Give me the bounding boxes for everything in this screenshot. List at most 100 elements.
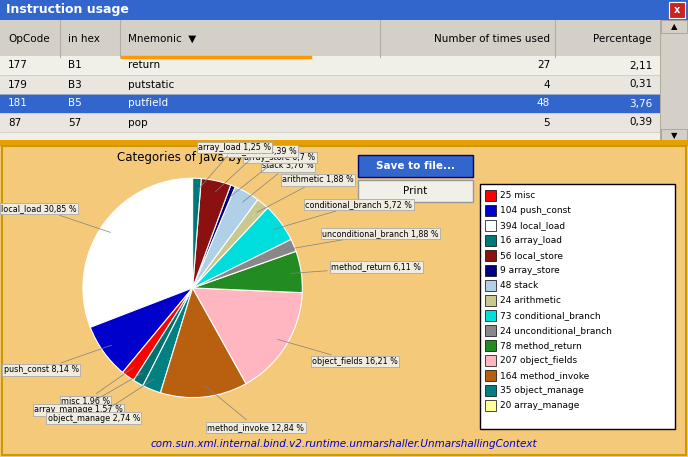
Text: putfield: putfield <box>128 99 168 108</box>
Text: object_fields 16,21 %: object_fields 16,21 % <box>277 340 398 366</box>
Text: 20 array_manage: 20 array_manage <box>500 401 579 410</box>
Bar <box>485 370 496 381</box>
Bar <box>485 190 496 201</box>
Bar <box>485 235 496 246</box>
Bar <box>485 400 496 411</box>
Bar <box>2 146 686 455</box>
Text: Categories of Java bytecodes.: Categories of Java bytecodes. <box>117 152 293 165</box>
Wedge shape <box>160 288 246 398</box>
Bar <box>661 20 687 33</box>
Text: 56 local_store: 56 local_store <box>500 251 563 260</box>
Text: 48: 48 <box>537 99 550 108</box>
Text: 27: 27 <box>537 60 550 70</box>
Text: array_load 1,25 %: array_load 1,25 % <box>198 143 271 189</box>
Text: 24 arithmetic: 24 arithmetic <box>500 296 561 305</box>
Wedge shape <box>122 288 193 380</box>
Bar <box>485 280 496 291</box>
Text: x: x <box>674 5 680 15</box>
Wedge shape <box>193 187 258 288</box>
Bar <box>0 0 688 20</box>
Wedge shape <box>143 288 193 393</box>
Bar <box>0 94 660 113</box>
Bar <box>660 20 688 142</box>
Text: 24 unconditional_branch: 24 unconditional_branch <box>500 326 612 335</box>
Text: 179: 179 <box>8 80 28 90</box>
Wedge shape <box>193 251 302 292</box>
Bar <box>0 140 688 147</box>
Text: 181: 181 <box>8 99 28 108</box>
Bar <box>0 146 688 457</box>
Text: push_const 8,14 %: push_const 8,14 % <box>3 345 111 374</box>
Bar <box>0 56 660 75</box>
Wedge shape <box>193 178 202 288</box>
Wedge shape <box>133 288 193 386</box>
Text: 48 stack: 48 stack <box>500 281 538 290</box>
Bar <box>485 385 496 396</box>
Text: putstatic: putstatic <box>128 80 174 90</box>
Text: B1: B1 <box>68 60 82 70</box>
Text: 78 method_return: 78 method_return <box>500 341 582 350</box>
Text: Save to file...: Save to file... <box>376 161 455 171</box>
Text: 0,39: 0,39 <box>629 117 652 128</box>
Text: B5: B5 <box>68 99 82 108</box>
Bar <box>480 184 675 429</box>
Text: return: return <box>128 60 160 70</box>
Text: method_return 6,11 %: method_return 6,11 % <box>291 263 422 273</box>
Text: object_manage 2,74 %: object_manage 2,74 % <box>47 379 154 423</box>
Wedge shape <box>90 288 193 372</box>
Bar <box>485 325 496 336</box>
Wedge shape <box>83 178 193 327</box>
Bar <box>485 205 496 216</box>
Text: arithmetic 1,88 %: arithmetic 1,88 % <box>257 175 354 213</box>
Text: Instruction usage: Instruction usage <box>6 4 129 16</box>
Bar <box>358 155 473 177</box>
Bar <box>485 340 496 351</box>
Text: 87: 87 <box>8 117 21 128</box>
Bar <box>661 129 687 142</box>
Wedge shape <box>193 208 291 288</box>
Bar <box>485 295 496 306</box>
Text: Print: Print <box>403 186 427 196</box>
Text: 57: 57 <box>68 117 81 128</box>
Bar <box>0 113 660 132</box>
Text: 104 push_const: 104 push_const <box>500 206 571 215</box>
Text: 394 local_load: 394 local_load <box>500 221 565 230</box>
Text: ▲: ▲ <box>671 22 677 31</box>
Text: 25 misc: 25 misc <box>500 191 535 200</box>
Text: pop: pop <box>128 117 148 128</box>
Text: 73 conditional_branch: 73 conditional_branch <box>500 311 601 320</box>
Text: 2,11: 2,11 <box>629 60 652 70</box>
Text: in hex: in hex <box>68 34 100 44</box>
Text: com.sun.xml.internal.bind.v2.runtime.unmarshaller.UnmarshallingContext: com.sun.xml.internal.bind.v2.runtime.unm… <box>151 439 537 449</box>
Text: 0,31: 0,31 <box>629 80 652 90</box>
Bar <box>0 75 660 94</box>
Text: misc 1,96 %: misc 1,96 % <box>61 367 133 406</box>
Text: ▼: ▼ <box>671 131 677 140</box>
Text: local_load 30,85 %: local_load 30,85 % <box>1 204 111 233</box>
Text: 16 array_load: 16 array_load <box>500 236 562 245</box>
Text: array_manage 1,57 %: array_manage 1,57 % <box>34 373 142 414</box>
Wedge shape <box>193 288 302 384</box>
Text: Percentage: Percentage <box>593 34 652 44</box>
Wedge shape <box>193 239 296 288</box>
Text: 4: 4 <box>544 80 550 90</box>
Text: Mnemonic  ▼: Mnemonic ▼ <box>128 34 196 44</box>
Bar <box>485 355 496 366</box>
Text: 207 object_fields: 207 object_fields <box>500 356 577 365</box>
Bar <box>485 250 496 261</box>
Bar <box>0 20 660 57</box>
Bar <box>485 265 496 276</box>
Text: array_store 0,7 %: array_store 0,7 % <box>230 153 315 197</box>
Text: 35 object_manage: 35 object_manage <box>500 386 584 395</box>
Text: Number of times used: Number of times used <box>434 34 550 44</box>
Wedge shape <box>193 200 268 288</box>
Text: 3,76: 3,76 <box>629 99 652 108</box>
Text: stack 3,76 %: stack 3,76 % <box>242 161 314 202</box>
Wedge shape <box>193 179 230 288</box>
Text: OpCode: OpCode <box>8 34 50 44</box>
Text: conditional_branch 5,72 %: conditional_branch 5,72 % <box>273 200 412 229</box>
Text: unconditional_branch 1,88 %: unconditional_branch 1,88 % <box>284 229 438 250</box>
Wedge shape <box>193 185 235 288</box>
Text: method_invoke 12,84 %: method_invoke 12,84 % <box>205 386 304 432</box>
Bar <box>485 220 496 231</box>
